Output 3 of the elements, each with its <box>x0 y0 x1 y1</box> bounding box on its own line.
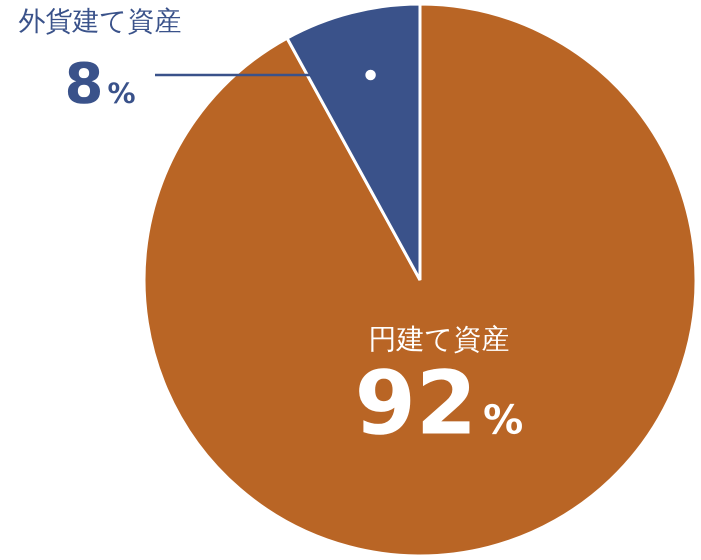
data-label: 8% <box>64 52 136 117</box>
slice-label: 円建て資産 <box>368 322 510 356</box>
slice-label: 外貨建て資産 <box>18 6 182 37</box>
